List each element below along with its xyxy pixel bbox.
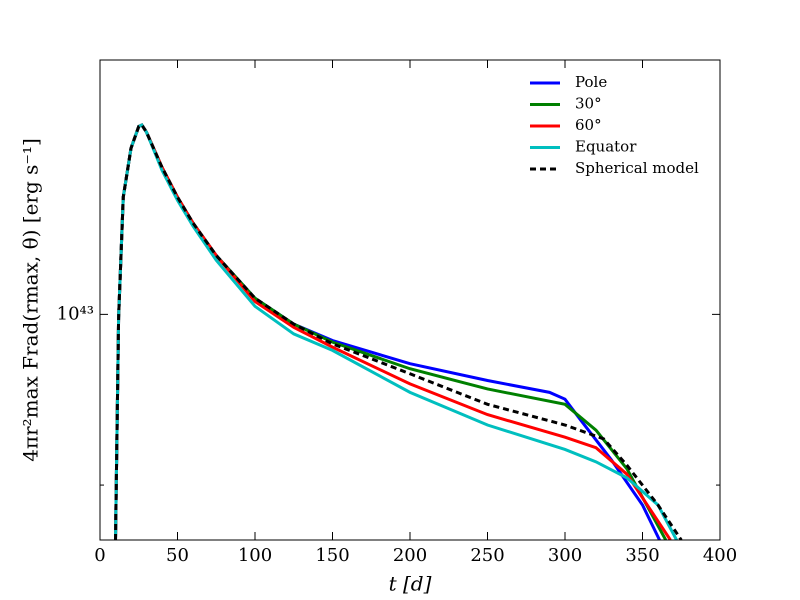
y-axis-label: 4πr²max Frad(rmax, θ) [erg s⁻¹] xyxy=(19,138,43,462)
x-tick-label: 100 xyxy=(238,545,272,566)
series-line xyxy=(114,123,661,540)
legend-label: 60° xyxy=(575,116,602,134)
series-line xyxy=(114,123,678,540)
series-line xyxy=(114,123,683,540)
x-tick-label: 200 xyxy=(393,545,427,566)
legend-label: Spherical model xyxy=(575,159,699,177)
x-tick-label: 400 xyxy=(703,545,737,566)
x-tick-label: 250 xyxy=(470,545,504,566)
legend-label: Equator xyxy=(575,138,637,156)
x-tick-label: 150 xyxy=(315,545,349,566)
series-line xyxy=(114,123,668,540)
legend-label: 30° xyxy=(575,95,602,113)
x-tick-label: 300 xyxy=(548,545,582,566)
plot-lines xyxy=(114,123,683,540)
x-axis-label: t [d] xyxy=(389,572,432,596)
x-tick-label: 350 xyxy=(625,545,659,566)
x-tick-label: 50 xyxy=(166,545,189,566)
legend-label: Pole xyxy=(575,73,607,91)
x-tick-label: 0 xyxy=(94,545,105,566)
y-tick-label: 10⁴³ xyxy=(57,303,94,324)
series-line xyxy=(114,123,672,540)
